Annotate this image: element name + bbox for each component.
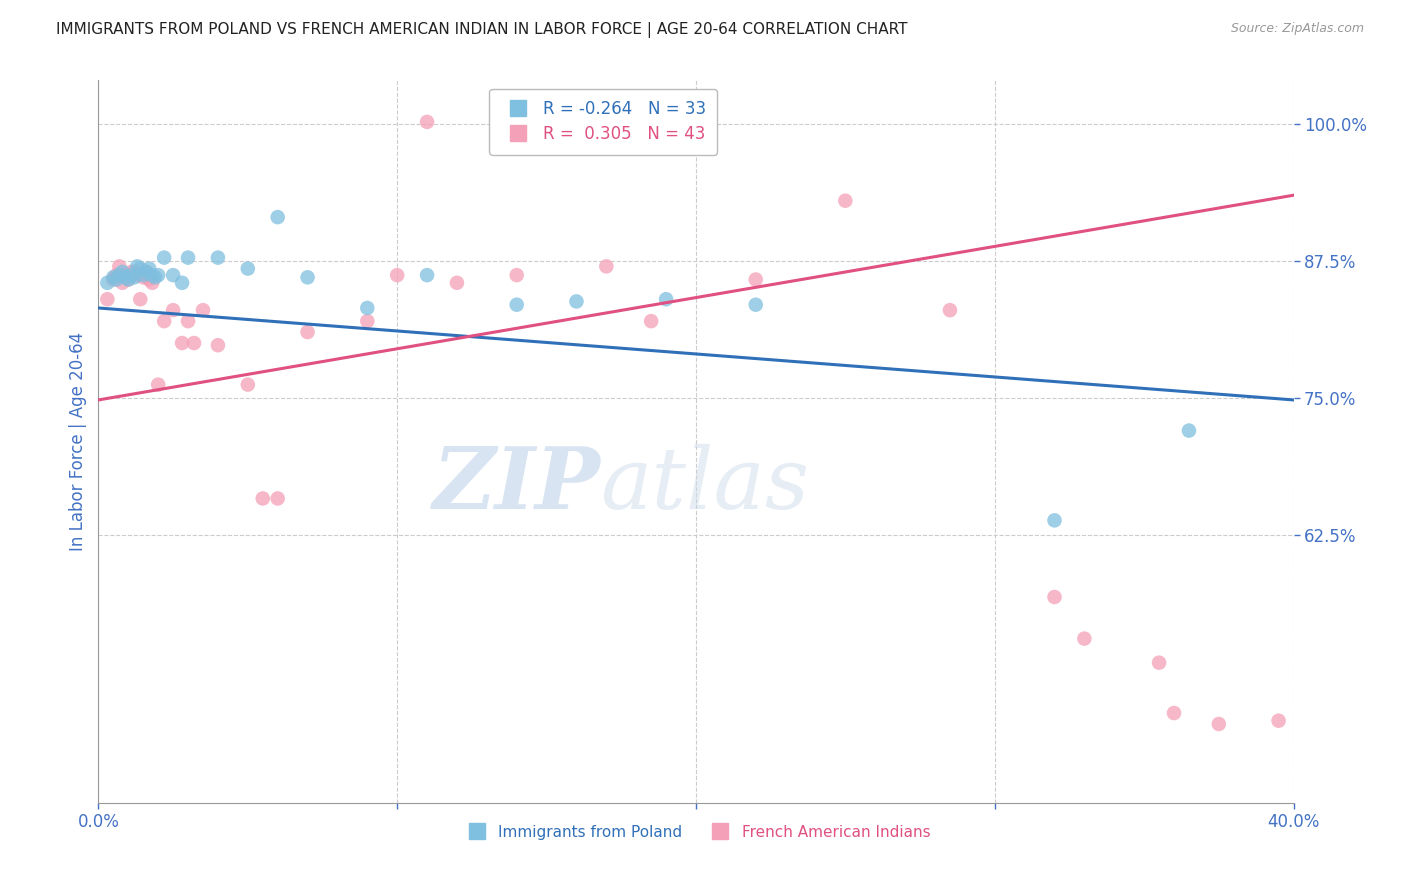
Point — [834, 194, 856, 208]
Point — [1147, 656, 1170, 670]
Point — [108, 260, 131, 274]
Point — [141, 268, 163, 282]
Point — [132, 270, 155, 285]
Point — [191, 303, 214, 318]
Point — [506, 268, 529, 282]
Point — [138, 261, 160, 276]
Point — [297, 325, 319, 339]
Point — [655, 292, 678, 306]
Point — [132, 268, 155, 282]
Point — [1043, 513, 1066, 527]
Point — [135, 265, 157, 279]
Point — [96, 292, 118, 306]
Point — [135, 265, 157, 279]
Point — [506, 298, 529, 312]
Text: atlas: atlas — [600, 443, 810, 526]
Point — [120, 268, 142, 282]
Y-axis label: In Labor Force | Age 20-64: In Labor Force | Age 20-64 — [69, 332, 87, 551]
Point — [267, 491, 290, 506]
Point — [105, 268, 128, 282]
Point — [1043, 590, 1066, 604]
Point — [103, 272, 125, 286]
Point — [127, 260, 149, 274]
Point — [108, 268, 131, 282]
Point — [124, 265, 146, 279]
Point — [1208, 717, 1230, 731]
Point — [114, 270, 136, 285]
Point — [297, 270, 319, 285]
Point — [138, 272, 160, 286]
Point — [1267, 714, 1289, 728]
Text: Source: ZipAtlas.com: Source: ZipAtlas.com — [1230, 22, 1364, 36]
Point — [745, 272, 768, 286]
Point — [207, 251, 229, 265]
Point — [162, 303, 184, 318]
Point — [105, 272, 128, 286]
Point — [1178, 424, 1201, 438]
Point — [252, 491, 274, 506]
Point — [153, 314, 176, 328]
Point — [236, 377, 259, 392]
Point — [939, 303, 962, 318]
Point — [172, 276, 194, 290]
Point — [356, 314, 378, 328]
Point — [416, 115, 439, 129]
Point — [1073, 632, 1095, 646]
Point — [148, 268, 170, 282]
Point — [162, 268, 184, 282]
Point — [127, 268, 149, 282]
Point — [640, 314, 662, 328]
Point — [745, 298, 768, 312]
Point — [207, 338, 229, 352]
Point — [117, 272, 139, 286]
Point — [114, 268, 136, 282]
Point — [385, 268, 409, 282]
Point — [153, 251, 176, 265]
Point — [124, 270, 146, 285]
Point — [148, 377, 170, 392]
Point — [177, 314, 200, 328]
Point — [117, 272, 139, 286]
Point — [177, 251, 200, 265]
Point — [1163, 706, 1185, 720]
Point — [267, 210, 290, 224]
Point — [129, 261, 152, 276]
Legend: Immigrants from Poland, French American Indians: Immigrants from Poland, French American … — [456, 819, 936, 846]
Point — [129, 292, 152, 306]
Point — [172, 336, 194, 351]
Point — [141, 276, 163, 290]
Point — [120, 265, 142, 279]
Point — [96, 276, 118, 290]
Point — [416, 268, 439, 282]
Point — [446, 276, 468, 290]
Point — [595, 260, 617, 274]
Text: IMMIGRANTS FROM POLAND VS FRENCH AMERICAN INDIAN IN LABOR FORCE | AGE 20-64 CORR: IMMIGRANTS FROM POLAND VS FRENCH AMERICA… — [56, 22, 908, 38]
Point — [111, 276, 134, 290]
Point — [183, 336, 205, 351]
Text: ZIP: ZIP — [433, 443, 600, 526]
Point — [111, 265, 134, 279]
Point — [565, 294, 588, 309]
Point — [143, 270, 166, 285]
Point — [356, 301, 378, 315]
Point — [103, 270, 125, 285]
Point — [236, 261, 259, 276]
